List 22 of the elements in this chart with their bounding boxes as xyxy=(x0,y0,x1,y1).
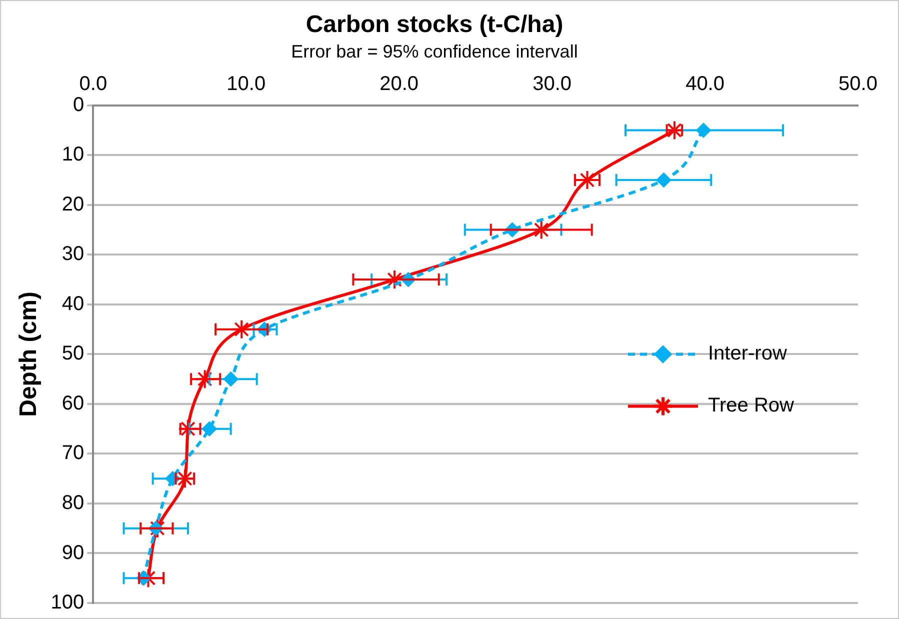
y-tick-label: 20 xyxy=(62,193,84,216)
x-tick-label: 0.0 xyxy=(79,72,108,95)
x-tick-label: 20.0 xyxy=(380,72,419,95)
y-tick-label: 60 xyxy=(62,392,84,414)
x-tick-label: 40.0 xyxy=(686,72,725,95)
y-tick-label: 100 xyxy=(50,592,84,614)
y-tick-label: 80 xyxy=(62,492,84,514)
y-tick-label: 50 xyxy=(62,342,84,365)
x-tick-label: 50.0 xyxy=(838,72,878,95)
chart-subtitle: Error bar = 95% confidence intervall xyxy=(291,42,578,62)
x-tick-label: 30.0 xyxy=(532,72,572,95)
chart-title: Carbon stocks (t-C/ha) xyxy=(306,11,564,38)
y-tick-label: 0 xyxy=(73,94,84,116)
y-tick-label: 70 xyxy=(62,442,84,464)
legend-label: Tree Row xyxy=(708,394,795,417)
y-tick-label: 30 xyxy=(62,243,84,266)
legend-label: Inter-row xyxy=(708,342,788,365)
y-tick-label: 10 xyxy=(62,144,84,166)
y-axis-title: Depth (cm) xyxy=(15,292,42,417)
y-tick-label: 90 xyxy=(62,542,84,564)
x-tick-label: 10.0 xyxy=(226,72,266,95)
y-tick-label: 40 xyxy=(62,292,84,315)
